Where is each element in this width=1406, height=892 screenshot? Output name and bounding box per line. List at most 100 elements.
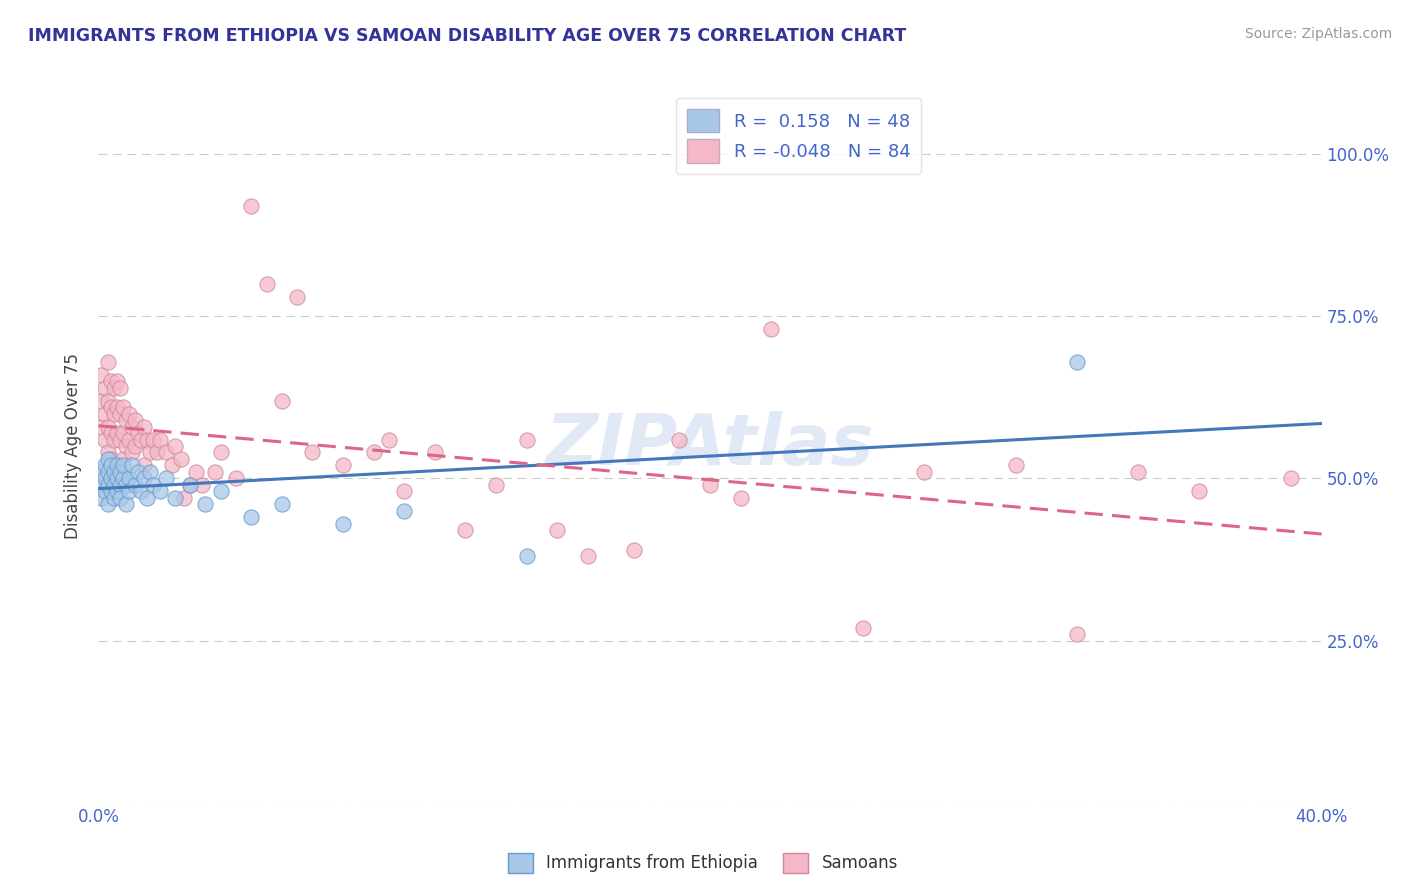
Point: [127, 425, 149, 440]
Point: [145, 445, 167, 459]
Point: [546, 524, 568, 538]
Point: [108, 407, 131, 421]
Legend: R =  0.158   N = 48, R = -0.048   N = 84: R = 0.158 N = 48, R = -0.048 N = 84: [676, 98, 921, 174]
Point: [378, 433, 401, 447]
Point: [186, 465, 208, 479]
Text: IMMIGRANTS FROM ETHIOPIA VS SAMOAN DISABILITY AGE OVER 75 CORRELATION CHART: IMMIGRANTS FROM ETHIOPIA VS SAMOAN DISAB…: [28, 27, 907, 45]
Point: [100, 471, 122, 485]
Point: [485, 478, 508, 492]
Point: [332, 458, 354, 473]
Point: [97, 465, 120, 479]
Point: [103, 478, 125, 492]
Point: [118, 484, 141, 499]
Point: [204, 465, 226, 479]
Point: [108, 465, 131, 479]
Point: [90, 465, 112, 479]
Point: [97, 478, 120, 492]
Point: [149, 484, 172, 499]
Point: [105, 400, 128, 414]
Point: [90, 419, 112, 434]
Point: [127, 465, 149, 479]
Point: [105, 465, 128, 479]
Point: [149, 433, 172, 447]
Point: [121, 419, 143, 434]
Point: [285, 290, 308, 304]
Point: [105, 374, 128, 388]
Point: [209, 484, 232, 499]
Point: [179, 478, 201, 492]
Point: [852, 621, 875, 635]
Point: [129, 433, 152, 447]
Point: [100, 400, 122, 414]
Point: [97, 354, 120, 368]
Point: [93, 407, 115, 421]
Point: [97, 419, 120, 434]
Point: [105, 425, 128, 440]
Point: [108, 381, 131, 395]
Point: [118, 407, 141, 421]
Point: [454, 524, 477, 538]
Point: [240, 199, 263, 213]
Point: [139, 465, 162, 479]
Point: [730, 491, 752, 505]
Point: [90, 478, 112, 492]
Point: [97, 452, 120, 467]
Point: [191, 478, 214, 492]
Point: [1188, 484, 1211, 499]
Point: [118, 471, 141, 485]
Point: [576, 549, 599, 564]
Point: [111, 452, 134, 467]
Point: [97, 445, 120, 459]
Point: [100, 484, 122, 499]
Point: [301, 445, 323, 459]
Point: [108, 471, 131, 485]
Point: [759, 322, 782, 336]
Point: [115, 439, 138, 453]
Point: [1066, 627, 1088, 641]
Point: [103, 407, 125, 421]
Point: [103, 433, 125, 447]
Point: [134, 458, 156, 473]
Point: [115, 478, 138, 492]
Point: [121, 445, 143, 459]
Point: [1004, 458, 1026, 473]
Point: [136, 491, 159, 505]
Point: [97, 393, 120, 408]
Y-axis label: Disability Age Over 75: Disability Age Over 75: [65, 353, 83, 539]
Point: [423, 445, 446, 459]
Point: [194, 497, 217, 511]
Point: [111, 471, 134, 485]
Point: [1279, 471, 1302, 485]
Point: [1128, 465, 1150, 479]
Point: [115, 497, 138, 511]
Legend: Immigrants from Ethiopia, Samoans: Immigrants from Ethiopia, Samoans: [502, 847, 904, 880]
Point: [115, 413, 138, 427]
Point: [155, 445, 177, 459]
Text: ZIPAtlas: ZIPAtlas: [546, 411, 875, 481]
Point: [225, 471, 247, 485]
Point: [100, 374, 122, 388]
Point: [155, 471, 177, 485]
Point: [100, 458, 122, 473]
Point: [173, 491, 195, 505]
Point: [108, 491, 131, 505]
Point: [100, 452, 122, 467]
Point: [129, 484, 152, 499]
Point: [90, 393, 112, 408]
Point: [124, 478, 146, 492]
Point: [516, 433, 538, 447]
Point: [124, 413, 146, 427]
Point: [93, 484, 115, 499]
Point: [93, 433, 115, 447]
Point: [516, 549, 538, 564]
Point: [392, 484, 416, 499]
Point: [136, 433, 159, 447]
Point: [623, 542, 645, 557]
Point: [97, 497, 120, 511]
Point: [105, 471, 128, 485]
Point: [134, 419, 156, 434]
Point: [170, 452, 193, 467]
Point: [139, 445, 162, 459]
Point: [179, 478, 201, 492]
Point: [93, 471, 115, 485]
